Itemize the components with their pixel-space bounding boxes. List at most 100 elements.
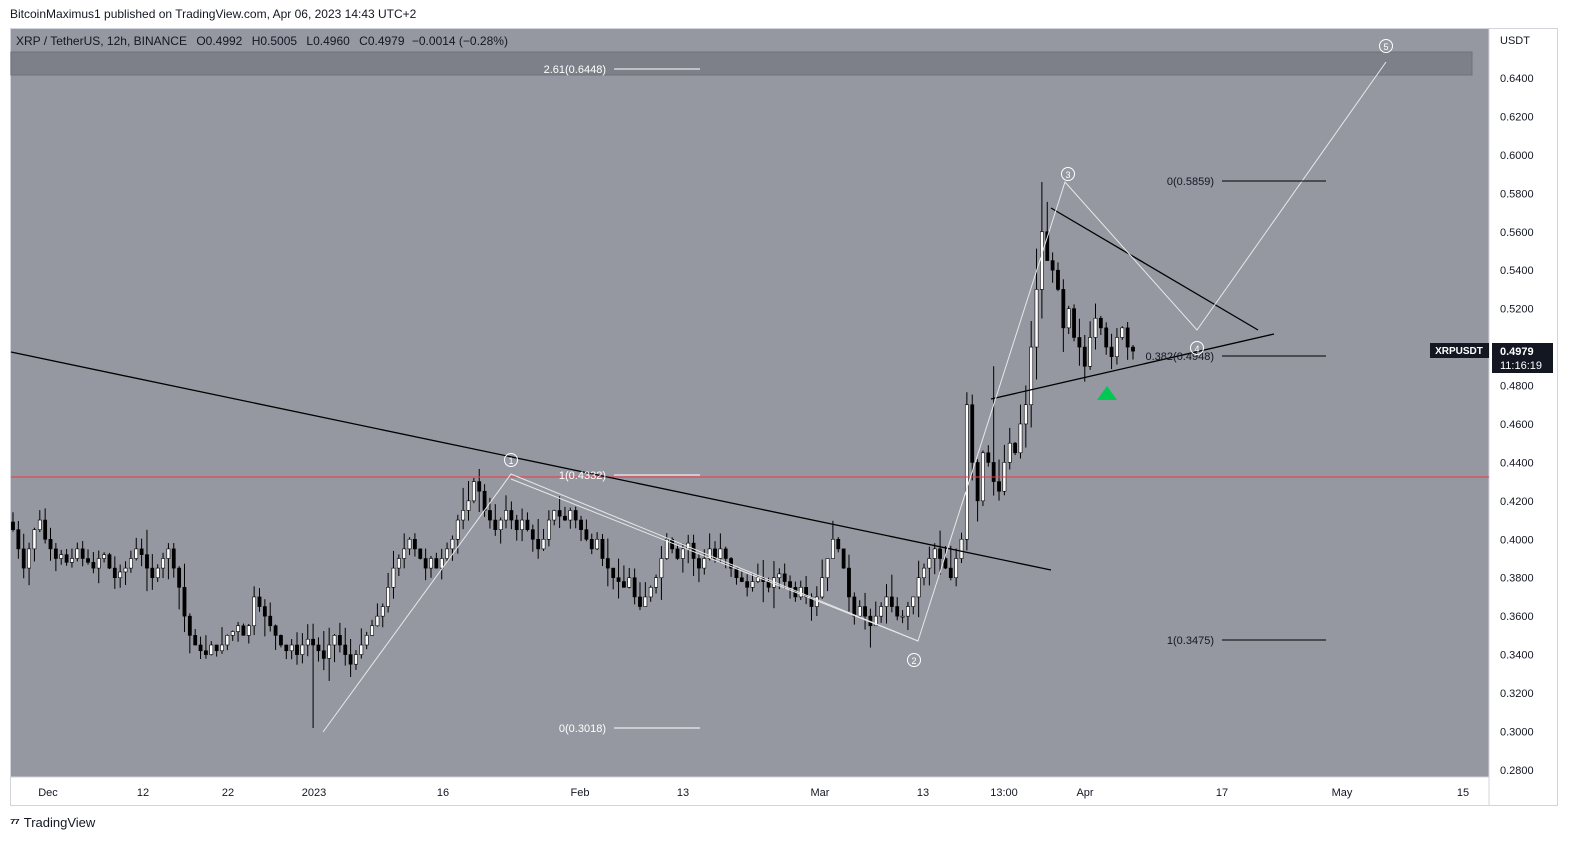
candle[interactable] <box>831 538 835 559</box>
wave-marker-1[interactable]: 1 <box>504 453 518 467</box>
candle[interactable] <box>1007 442 1012 463</box>
candle[interactable] <box>134 548 139 559</box>
candle[interactable] <box>155 567 160 579</box>
candle[interactable] <box>220 644 224 652</box>
candle[interactable] <box>707 548 712 559</box>
candle[interactable] <box>739 577 744 582</box>
candle[interactable] <box>445 548 449 559</box>
candle[interactable] <box>932 548 937 559</box>
candle[interactable] <box>370 625 374 636</box>
candle[interactable] <box>579 519 583 530</box>
wave-marker-3[interactable]: 3 <box>1061 167 1075 181</box>
candle[interactable] <box>879 606 884 617</box>
candle[interactable] <box>359 644 364 655</box>
candle[interactable] <box>241 625 246 636</box>
candle[interactable] <box>461 510 466 521</box>
candle[interactable] <box>906 606 910 617</box>
candle[interactable] <box>509 510 514 521</box>
candle[interactable] <box>337 635 342 646</box>
candle[interactable] <box>300 644 305 655</box>
candle[interactable] <box>466 500 471 511</box>
candle[interactable] <box>1088 337 1093 367</box>
candle[interactable] <box>204 650 208 655</box>
candle[interactable] <box>895 606 900 617</box>
candle[interactable] <box>53 548 58 559</box>
candle[interactable] <box>530 529 535 540</box>
candle[interactable] <box>316 644 321 652</box>
candle[interactable] <box>820 577 825 598</box>
candle[interactable] <box>166 548 171 559</box>
descending-trendline[interactable] <box>10 351 1052 571</box>
candle[interactable] <box>64 554 69 563</box>
wave-path[interactable] <box>322 61 1387 733</box>
candle[interactable] <box>648 587 653 598</box>
candle[interactable] <box>697 558 701 569</box>
candle[interactable] <box>605 558 610 569</box>
candle[interactable] <box>541 538 546 550</box>
candle[interactable] <box>75 548 80 559</box>
candle[interactable] <box>391 567 396 588</box>
candle[interactable] <box>348 654 353 665</box>
candle[interactable] <box>643 596 648 607</box>
candle[interactable] <box>986 452 991 463</box>
candle[interactable] <box>1050 260 1055 271</box>
candle[interactable] <box>364 635 369 646</box>
candle[interactable] <box>504 510 508 521</box>
candle[interactable] <box>680 548 685 559</box>
candle[interactable] <box>1120 327 1125 338</box>
candle[interactable] <box>171 548 176 569</box>
candle[interactable] <box>27 548 31 569</box>
candle[interactable] <box>970 404 975 463</box>
candle[interactable] <box>86 558 90 563</box>
candle[interactable] <box>638 596 642 607</box>
candle[interactable] <box>863 606 867 617</box>
candle[interactable] <box>589 538 594 550</box>
resistance-zone[interactable] <box>10 51 1473 76</box>
candle[interactable] <box>841 548 846 569</box>
candle[interactable] <box>916 577 921 598</box>
candle[interactable] <box>900 615 905 618</box>
candle[interactable] <box>1066 308 1071 329</box>
candle[interactable] <box>954 558 959 579</box>
candle[interactable] <box>91 562 96 569</box>
candle[interactable] <box>873 615 878 627</box>
candle[interactable] <box>782 573 787 582</box>
candle[interactable] <box>1077 337 1082 348</box>
candle[interactable] <box>718 548 723 559</box>
candle[interactable] <box>118 571 123 579</box>
candle[interactable] <box>257 596 262 607</box>
candle[interactable] <box>959 538 964 559</box>
candle[interactable] <box>343 644 348 655</box>
candle[interactable] <box>273 625 278 636</box>
candle[interactable] <box>236 625 240 632</box>
candle[interactable] <box>295 644 299 655</box>
candle[interactable] <box>150 567 155 579</box>
candle[interactable] <box>922 567 926 579</box>
candle[interactable] <box>279 635 283 646</box>
channel-line-upper[interactable] <box>510 478 919 642</box>
candle[interactable] <box>611 567 616 579</box>
buy-signal-arrow-icon[interactable] <box>1097 386 1117 400</box>
candle[interactable] <box>21 548 26 569</box>
candle[interactable] <box>975 462 980 502</box>
candle[interactable] <box>573 510 578 521</box>
candle[interactable] <box>1018 423 1023 454</box>
candle[interactable] <box>386 587 391 607</box>
candle[interactable] <box>997 481 1001 492</box>
candle[interactable] <box>964 404 969 540</box>
candle[interactable] <box>16 529 21 550</box>
candle[interactable] <box>43 519 48 540</box>
candle[interactable] <box>1029 346 1034 406</box>
candle[interactable] <box>852 596 857 617</box>
candle[interactable] <box>311 638 315 646</box>
wave-marker-2[interactable]: 2 <box>907 653 921 667</box>
candle[interactable] <box>514 519 519 530</box>
candle[interactable] <box>563 515 567 521</box>
triangle-lower-trendline[interactable] <box>990 333 1275 400</box>
candle[interactable] <box>123 567 128 573</box>
candle[interactable] <box>595 538 600 550</box>
candle[interactable] <box>252 596 257 627</box>
candle[interactable] <box>750 581 755 588</box>
candle[interactable] <box>246 625 251 636</box>
